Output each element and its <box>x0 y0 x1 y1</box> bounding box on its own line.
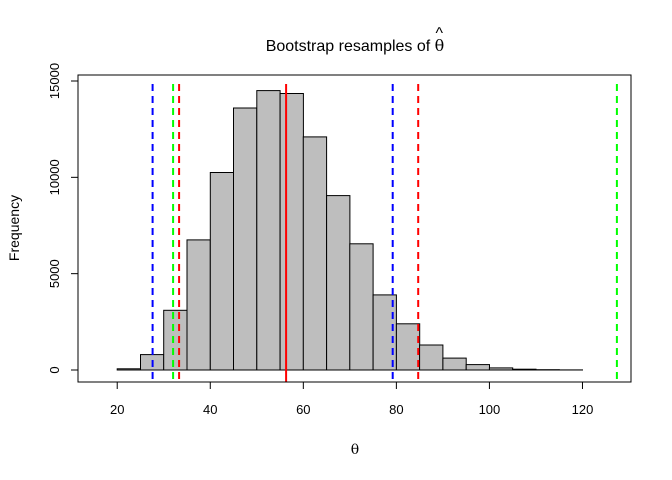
histogram-bar <box>116 368 141 371</box>
y-axis: 0 5000 10000 15000 <box>47 63 79 374</box>
histogram-bar <box>233 107 258 371</box>
y-tick-label: 0 <box>47 366 62 373</box>
x-tick-label: 20 <box>110 402 124 417</box>
y-tick-label: 15000 <box>47 63 62 99</box>
x-tick-label: 120 <box>572 402 594 417</box>
y-tick-label: 10000 <box>47 159 62 195</box>
histogram-bar <box>186 239 211 371</box>
x-tick-label: 60 <box>296 402 310 417</box>
histogram-bar <box>279 93 304 371</box>
histogram-bar <box>442 357 467 371</box>
histogram-bar <box>349 243 374 371</box>
x-tick-label: 80 <box>389 402 403 417</box>
x-axis: 20 40 60 80 100 120 <box>110 381 594 417</box>
histogram-bar <box>209 172 235 371</box>
histogram-bar <box>488 367 514 371</box>
chart-title: Bootstrap resamples of θ <box>266 36 445 55</box>
y-axis-title: Frequency <box>6 195 22 261</box>
histogram-bar <box>512 368 537 371</box>
histogram-bar <box>419 344 444 371</box>
histogram-bar <box>302 136 328 371</box>
histogram-bar <box>256 90 281 371</box>
histogram-bar <box>465 364 491 371</box>
histogram-bar <box>163 309 188 371</box>
y-tick-label: 5000 <box>47 259 62 288</box>
x-tick-label: 40 <box>203 402 217 417</box>
histogram-bar <box>326 195 351 371</box>
x-tick-label: 100 <box>479 402 501 417</box>
x-axis-title: θ <box>351 442 359 458</box>
chart-title-hat: ^ <box>436 25 444 42</box>
histogram-bar <box>395 323 421 371</box>
reference-lines-group <box>151 84 618 382</box>
